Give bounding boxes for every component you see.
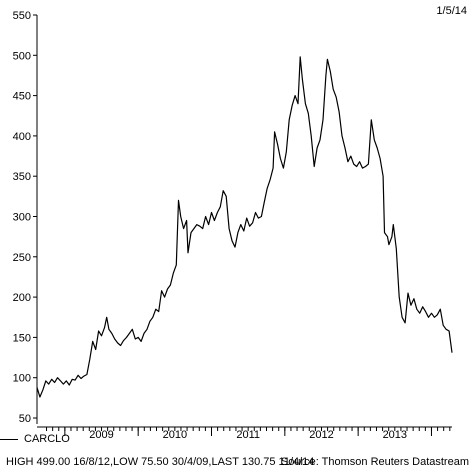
- y-tick-label: 550: [13, 10, 31, 22]
- footer-stats: HIGH 499.00 16/8/12,LOW 75.50 30/4/09,LA…: [6, 456, 315, 468]
- y-tick-label: 300: [13, 212, 31, 224]
- y-tick-label: 150: [13, 332, 31, 344]
- x-tick-label: 2011: [236, 429, 260, 441]
- chart-date: 1/5/14: [436, 5, 467, 17]
- x-tick-label: 2010: [163, 429, 187, 441]
- series-line-carclo: [36, 56, 453, 398]
- y-tick-label: 200: [13, 292, 31, 304]
- footer-source: Source: Thomson Reuters Datastream: [280, 456, 469, 468]
- y-tick-label: 450: [13, 91, 31, 103]
- x-tick-label: 2013: [383, 429, 407, 441]
- y-tick-label: 400: [13, 131, 31, 143]
- y-tick-label: 100: [13, 373, 31, 385]
- y-tick-label: 350: [13, 171, 31, 183]
- y-tick-label: 50: [19, 413, 31, 425]
- x-tick-label: 2012: [309, 429, 333, 441]
- y-tick-label: 500: [13, 50, 31, 62]
- legend-series-name: CARCLO: [24, 433, 70, 445]
- y-tick-label: 250: [13, 252, 31, 264]
- legend: CARCLO: [0, 433, 70, 445]
- x-tick-label: 2009: [89, 429, 113, 441]
- legend-line-swatch: [0, 438, 18, 440]
